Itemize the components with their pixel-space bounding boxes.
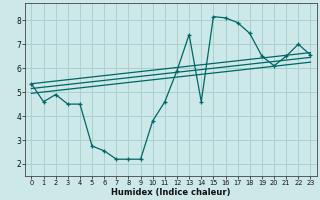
X-axis label: Humidex (Indice chaleur): Humidex (Indice chaleur) bbox=[111, 188, 231, 197]
